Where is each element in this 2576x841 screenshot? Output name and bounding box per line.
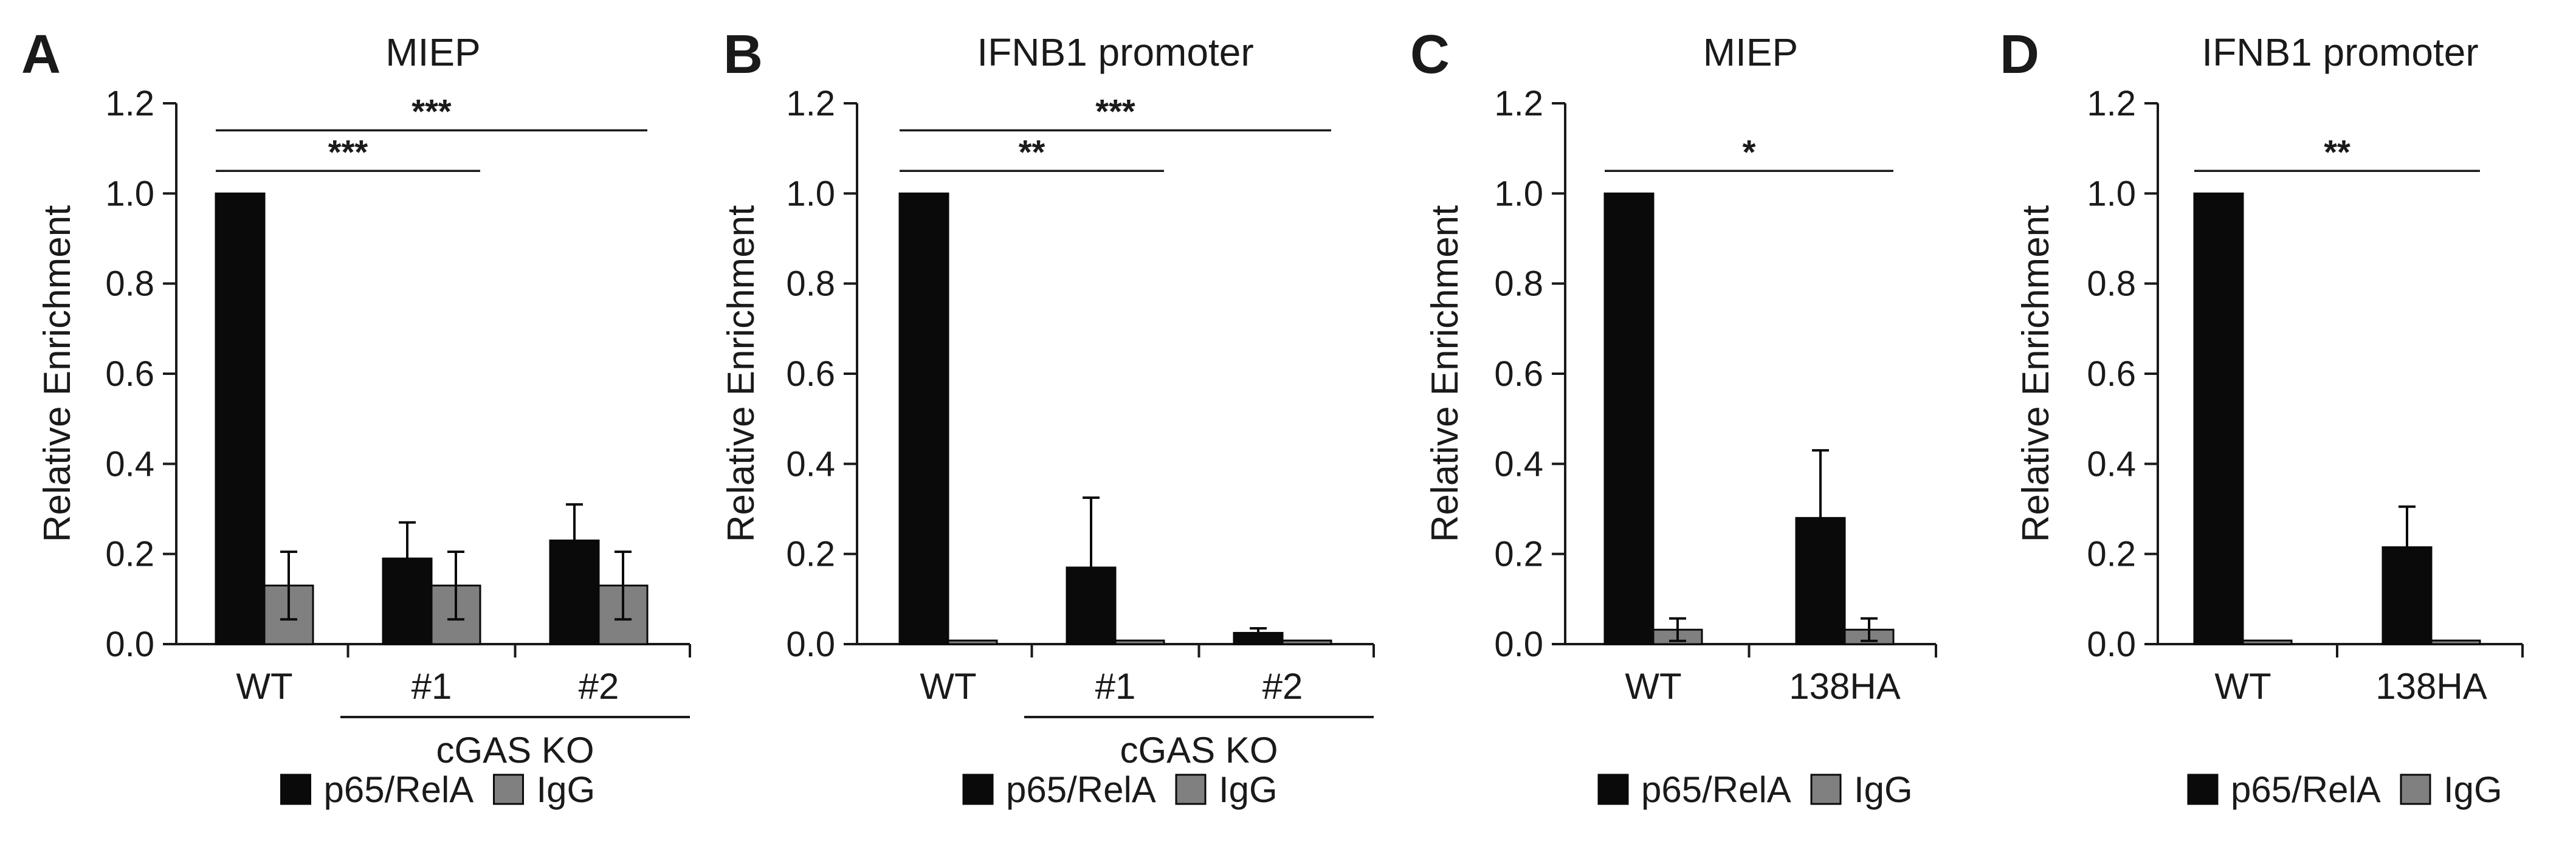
bar-igg-0 [2242,639,2293,645]
significance-label: *** [328,132,368,171]
x-category-label: #1 [1095,666,1136,707]
bar-igg-1 [2430,639,2481,645]
chart-panel-C: C MIEP Relative Enrichment 0.0 0.2 0.4 0.6 0.8 1… [1410,24,1937,810]
bar-p65-0 [898,192,949,645]
y-axis-title: Relative Enrichment [1424,205,1466,543]
y-tick-label: 1.0 [2087,174,2136,213]
chart-title: MIEP [385,30,480,74]
y-tick-label: 0.6 [1494,354,1543,394]
legend-label-igg: IgG [2443,769,2502,810]
panel-letter: C [1410,24,1450,85]
legend-swatch-igg [2400,774,2431,805]
y-tick-label: 1.0 [1494,174,1543,213]
bar-p65-0 [1603,192,1655,645]
legend-label-p65: p65/RelA [2231,769,2381,810]
legend-swatch-p65 [280,774,311,805]
y-tick-label: 0.2 [786,535,835,574]
group-label: cGAS KO [436,730,594,771]
y-tick-label: 0.2 [1494,535,1543,574]
x-category-label: 138HA [2375,666,2487,707]
panel-letter: B [723,24,763,85]
y-tick-label: 0.0 [786,625,835,664]
x-category-label: WT [920,666,976,707]
y-tick-label: 1.2 [1494,84,1543,123]
y-tick-label: 0.4 [786,444,835,484]
bar-p65-0 [2193,192,2244,645]
y-axis-title: Relative Enrichment [2015,205,2057,543]
legend-swatch-p65 [962,774,994,805]
bar-igg-0 [947,639,998,645]
y-tick-label: 1.2 [786,84,835,123]
y-axis-title: Relative Enrichment [36,205,78,543]
legend-swatch-p65 [1597,774,1629,805]
y-tick-label: 0.6 [2087,354,2136,394]
significance-label: ** [2324,132,2350,171]
legend-swatch-p65 [2187,774,2219,805]
y-tick-label: 0.0 [1494,625,1543,664]
group-label: cGAS KO [1120,730,1278,771]
bar-p65-0 [215,192,266,645]
x-category-label: #1 [412,666,452,707]
panel-letter: D [2000,24,2039,85]
y-tick-label: 0.4 [1494,444,1543,484]
significance-label: ** [1019,132,1045,171]
x-category-label: WT [236,666,292,707]
y-axis-title: Relative Enrichment [720,205,762,543]
y-tick-label: 0.2 [2087,535,2136,574]
y-tick-label: 0.2 [105,535,154,574]
y-tick-label: 0.0 [2087,625,2136,664]
chart-panel-B: B IFNB1 promoter Relative Enrichment 0.0 0.2… [720,24,1375,810]
chart-title: MIEP [1703,30,1798,74]
legend-label-igg: IgG [537,769,596,810]
y-tick-label: 1.2 [2087,84,2136,123]
legend-label-igg: IgG [1219,769,1278,810]
legend-swatch-igg [493,774,524,805]
y-tick-label: 0.8 [2087,264,2136,304]
y-tick-label: 0.8 [1494,264,1543,304]
legend-label-igg: IgG [1854,769,1913,810]
y-tick-label: 0.0 [105,625,154,664]
legend-label-p65: p65/RelA [1641,769,1791,810]
y-tick-label: 0.4 [2087,444,2136,484]
y-tick-label: 1.0 [105,174,154,213]
x-category-label: WT [1625,666,1681,707]
x-category-label: 138HA [1789,666,1900,707]
y-tick-label: 0.8 [105,264,154,304]
bar-igg-1 [1114,639,1165,645]
legend-label-p65: p65/RelA [1006,769,1156,810]
chart-panel-A: A MIEP Relative Enrichment 0.0 0.2 0.4 0.6 0.8 1… [21,24,691,810]
y-tick-label: 0.6 [105,354,154,394]
legend-swatch-igg [1810,774,1842,805]
y-tick-label: 1.2 [105,84,154,123]
chart-title: IFNB1 promoter [977,30,1253,74]
x-category-label: WT [2214,666,2271,707]
significance-label: *** [1095,92,1135,131]
bar-igg-2 [1281,639,1332,645]
panel-letter: A [21,24,61,85]
x-category-label: #2 [579,666,619,707]
legend-label-p65: p65/RelA [324,769,474,810]
y-tick-label: 0.8 [786,264,835,304]
y-tick-label: 0.4 [105,444,154,484]
chart-panel-D: D IFNB1 promoter Relative Enrichment 0.0 0.2… [2000,24,2524,810]
y-tick-label: 1.0 [786,174,835,213]
legend-swatch-igg [1175,774,1207,805]
significance-label: * [1743,132,1756,171]
y-tick-label: 0.6 [786,354,835,394]
chart-title: IFNB1 promoter [2202,30,2478,74]
significance-label: *** [412,92,452,131]
x-category-label: #2 [1262,666,1303,707]
